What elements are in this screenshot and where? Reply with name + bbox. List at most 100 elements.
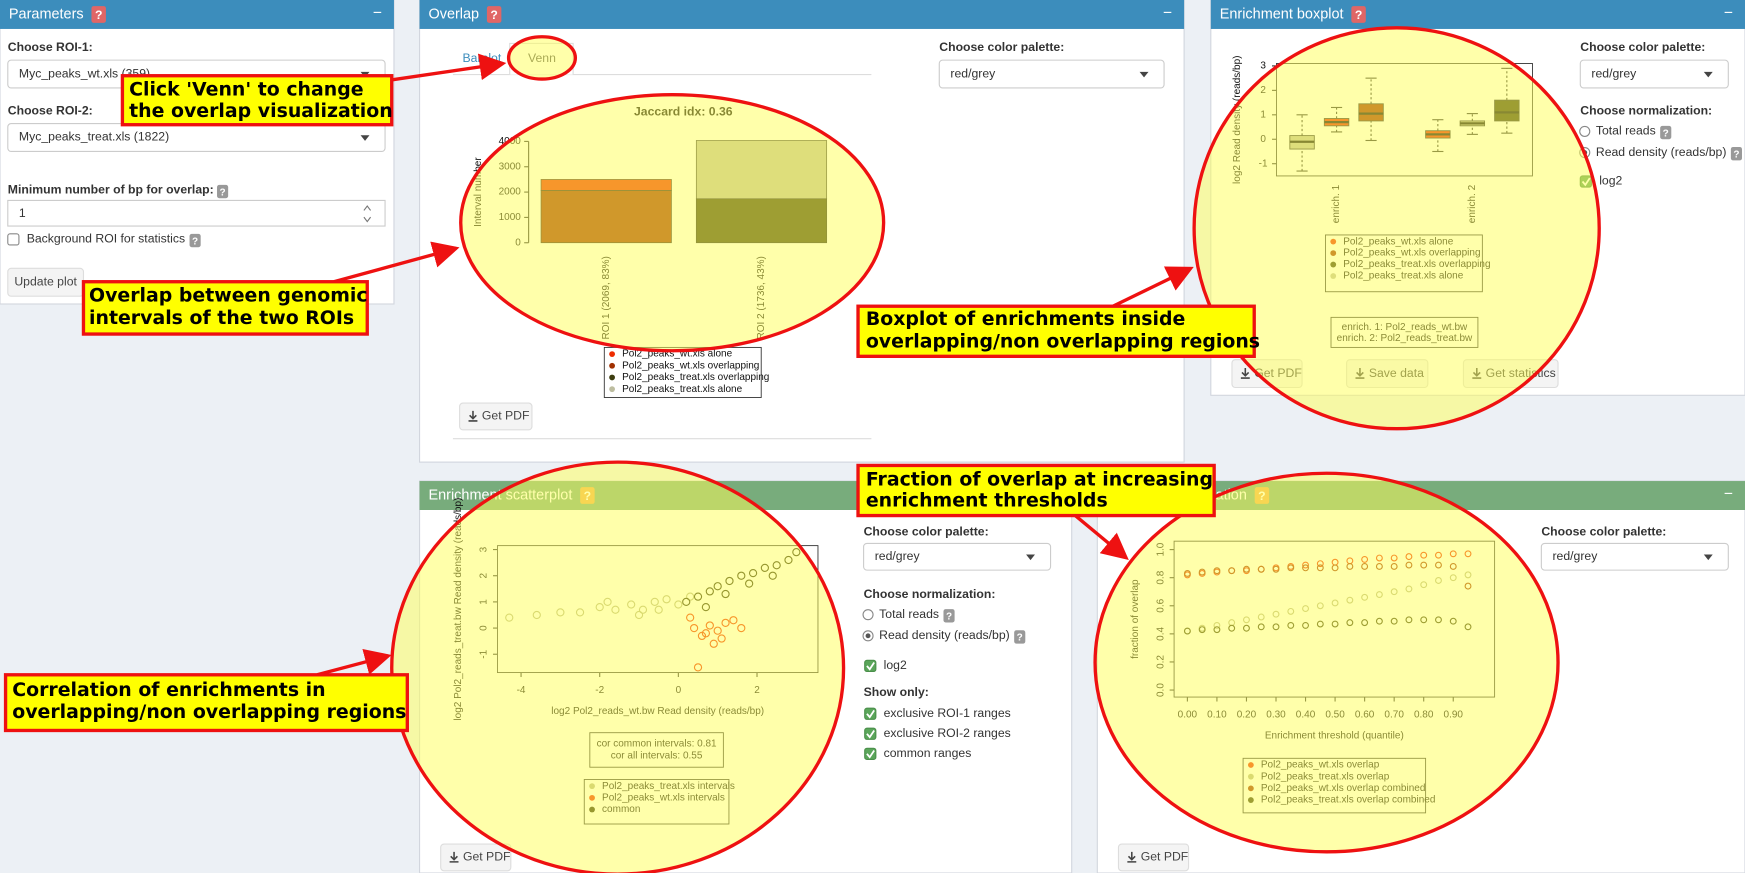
y-tick-label: 3 [1260, 61, 1266, 72]
help-icon[interactable] [217, 184, 229, 199]
check-mark [866, 729, 875, 739]
help-icon-text[interactable]: ? [946, 612, 952, 623]
label: Choose color palette: [939, 40, 1064, 54]
check-mark [866, 709, 875, 719]
arrows [316, 53, 1194, 677]
dropdown[interactable] [1579, 59, 1729, 89]
button[interactable] [440, 843, 512, 872]
help-icon-text[interactable]: ? [1355, 8, 1362, 22]
label: Choose color palette: [1541, 524, 1666, 538]
highlight-ellipse [1093, 471, 1560, 854]
callout-text: intervals of the two ROIs [89, 307, 354, 329]
legend-label: Pol2_peaks_treat.xls overlapping [622, 372, 769, 383]
collapse-button[interactable]: − [1724, 486, 1733, 503]
checkbox-label: log2 [1599, 174, 1622, 188]
callout-text: the overlap visualization [129, 100, 393, 122]
legend-marker [609, 386, 615, 393]
check-mark [866, 662, 875, 671]
label: Choose ROI-2: [8, 104, 93, 118]
dropdown-value: Myc_peaks_wt.xls (359) [19, 66, 150, 80]
legend-label: Pol2_peaks_wt.xls alone [622, 349, 732, 360]
button-label[interactable]: Update plot [14, 275, 77, 289]
collapse-button[interactable]: − [373, 4, 382, 21]
arrow [316, 648, 392, 677]
callout-text: overlapping/non overlapping regions [866, 330, 1260, 352]
panel-header [0, 0, 394, 29]
callout-text: enrichment thresholds [866, 490, 1108, 512]
input-value: 1 [19, 206, 26, 220]
callout-box [120, 74, 394, 127]
dropdown-value: Myc_peaks_treat.xls (1822) [19, 130, 169, 144]
help-icon[interactable] [943, 609, 955, 623]
spinner [363, 205, 372, 223]
button[interactable] [459, 402, 533, 431]
highlight-ellipse [506, 35, 578, 81]
help-icon-text[interactable]: ? [95, 8, 102, 22]
callout-text: Overlap between genomic [89, 285, 368, 307]
legend-marker [609, 374, 615, 381]
download-icon [1240, 368, 1250, 379]
help-icon-text[interactable]: ? [1663, 128, 1669, 139]
radio[interactable] [1579, 125, 1591, 137]
help-icon-text[interactable]: ? [490, 8, 497, 22]
download-icon [468, 410, 478, 422]
radio[interactable] [862, 609, 874, 621]
radio-label: Read density (reads/bp) [879, 628, 1010, 642]
checkbox[interactable] [7, 233, 20, 246]
arrow [1112, 266, 1194, 308]
dropdown-caret [1703, 554, 1713, 561]
dropdown[interactable] [863, 542, 1052, 571]
dropdown-value: red/grey [1552, 549, 1598, 563]
callout-text: overlapping/non overlapping regions [12, 701, 406, 723]
highlights [390, 26, 1601, 873]
help-icon-text[interactable]: ? [1733, 149, 1739, 160]
legend-label: Pol2_peaks_wt.xls overlapping [622, 360, 759, 371]
checkbox-label: exclusive ROI-1 ranges [884, 706, 1011, 720]
help-icon[interactable] [1660, 125, 1672, 140]
radio-label: Total reads [1596, 124, 1656, 138]
label: Choose normalization: [1580, 104, 1712, 118]
panel-header [419, 0, 1185, 29]
help-icon[interactable] [486, 6, 502, 23]
label: Choose normalization: [864, 587, 996, 601]
panel-header [1210, 0, 1745, 29]
dropdown-caret [360, 135, 370, 141]
button-label[interactable]: Get PDF [1141, 850, 1189, 864]
dropdown-caret [1703, 71, 1713, 78]
checkbox-label: log2 [884, 658, 907, 672]
help-icon[interactable] [91, 6, 106, 23]
help-icon[interactable] [1730, 146, 1742, 161]
radio-label: Total reads [879, 607, 939, 621]
callout-box [3, 673, 409, 733]
download-icon [449, 851, 459, 863]
help-icon[interactable] [1351, 6, 1366, 23]
button-label[interactable]: Get PDF [463, 850, 511, 864]
number-input[interactable] [7, 199, 386, 227]
radio-label: Read density (reads/bp) [1596, 145, 1727, 159]
label: Minimum number of bp for overlap: [8, 183, 214, 197]
check-mark [866, 750, 875, 759]
callout-box [81, 280, 369, 336]
highlight-ellipse [459, 92, 886, 353]
checkbox-label: Background ROI for statistics [27, 232, 185, 246]
dropdown[interactable] [1540, 542, 1729, 571]
panel-title: Enrichment boxplot [1220, 6, 1344, 22]
collapse-button[interactable]: − [1163, 4, 1172, 21]
dropdown[interactable] [938, 59, 1165, 89]
help-icon-text[interactable]: ? [220, 187, 226, 198]
checkbox-label: exclusive ROI-2 ranges [884, 726, 1011, 740]
help-icon[interactable] [189, 233, 201, 248]
dropdown-caret [1139, 71, 1149, 78]
collapse-button[interactable]: − [1724, 4, 1733, 21]
help-icon[interactable] [1014, 630, 1026, 644]
label: Choose ROI-1: [8, 40, 93, 54]
button-label[interactable]: Get PDF [482, 409, 530, 423]
arrow [1072, 513, 1129, 561]
button[interactable] [1117, 843, 1190, 872]
panel-title: Parameters [9, 6, 84, 22]
help-icon-text[interactable]: ? [192, 236, 198, 247]
help-icon-text[interactable]: ? [1017, 633, 1023, 644]
dropdown-value: red/grey [1591, 66, 1637, 80]
